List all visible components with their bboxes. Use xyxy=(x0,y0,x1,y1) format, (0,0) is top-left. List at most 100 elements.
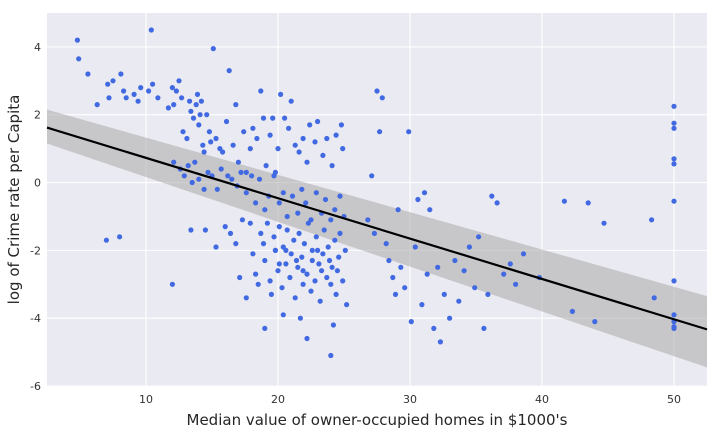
data-point xyxy=(291,237,297,243)
regression-line xyxy=(46,126,708,331)
data-point xyxy=(267,278,273,284)
data-point xyxy=(187,98,193,104)
data-point xyxy=(325,244,331,250)
data-point xyxy=(292,142,298,148)
data-point xyxy=(283,247,289,253)
data-point xyxy=(135,98,141,104)
data-point xyxy=(299,254,305,260)
data-point xyxy=(288,251,294,257)
data-point xyxy=(184,135,190,142)
x-tick-labels: 10 20 30 40 50 xyxy=(139,393,681,406)
data-point xyxy=(297,315,303,321)
data-point xyxy=(296,149,302,155)
data-point xyxy=(185,163,191,169)
data-point xyxy=(173,88,179,94)
data-point xyxy=(105,81,111,87)
data-point xyxy=(334,268,340,274)
data-point xyxy=(317,298,323,304)
data-point xyxy=(76,56,82,62)
data-point xyxy=(238,169,244,175)
data-point xyxy=(214,186,220,192)
y-axis-label: log of Crime rate per Capita xyxy=(5,95,23,305)
y-tick-label: 2 xyxy=(34,109,41,122)
data-point xyxy=(279,285,285,291)
data-point xyxy=(276,224,282,230)
data-point xyxy=(223,118,230,125)
data-point xyxy=(329,264,335,270)
data-point xyxy=(262,325,268,331)
data-point xyxy=(253,200,259,206)
x-axis-label: Median value of owner-occupied homes in … xyxy=(187,411,568,429)
data-point xyxy=(260,115,267,121)
data-point xyxy=(271,173,277,179)
y-tick-label: -4 xyxy=(30,312,41,325)
data-point xyxy=(324,274,330,281)
data-point xyxy=(333,132,339,138)
data-point xyxy=(213,244,219,250)
data-point xyxy=(379,95,385,101)
data-point xyxy=(192,159,198,165)
data-point xyxy=(307,122,313,128)
x-tick-label: 40 xyxy=(535,393,549,406)
data-point xyxy=(194,91,201,97)
data-point xyxy=(321,227,327,233)
data-point xyxy=(304,159,310,165)
data-point xyxy=(282,115,288,121)
data-point xyxy=(250,251,256,257)
data-point xyxy=(262,257,268,264)
data-point xyxy=(431,325,437,331)
data-point xyxy=(179,95,185,101)
data-point xyxy=(561,198,568,204)
data-point xyxy=(181,173,187,179)
data-point xyxy=(201,149,207,155)
data-point xyxy=(671,324,677,330)
data-point xyxy=(275,268,281,274)
data-point xyxy=(671,156,677,162)
data-point xyxy=(146,88,152,94)
data-point xyxy=(197,112,203,118)
y-tick-label: -2 xyxy=(30,244,41,257)
data-point xyxy=(671,125,677,131)
data-point xyxy=(106,95,112,101)
data-point xyxy=(601,220,607,226)
data-point xyxy=(415,196,421,203)
data-point xyxy=(424,271,430,277)
data-point xyxy=(332,207,338,213)
data-point xyxy=(300,268,306,274)
data-point xyxy=(213,135,219,142)
data-point xyxy=(441,291,447,297)
data-point xyxy=(456,298,462,304)
data-point xyxy=(342,247,348,253)
data-point xyxy=(272,247,278,253)
data-point xyxy=(210,46,216,52)
data-point xyxy=(74,37,80,43)
data-point xyxy=(651,295,657,301)
data-point xyxy=(118,71,124,77)
data-point xyxy=(406,129,412,135)
data-point xyxy=(313,190,319,196)
data-point xyxy=(243,295,249,301)
data-point xyxy=(316,261,322,267)
data-point xyxy=(472,285,478,291)
data-point xyxy=(315,118,321,125)
data-point xyxy=(340,146,346,152)
data-point xyxy=(671,198,677,204)
data-point xyxy=(315,247,321,253)
data-point xyxy=(330,322,336,328)
y-tick-label: -6 xyxy=(30,380,41,393)
data-point xyxy=(295,264,301,270)
data-point xyxy=(336,254,342,260)
x-tick-label: 50 xyxy=(667,393,681,406)
data-point xyxy=(320,152,326,158)
data-point xyxy=(254,135,260,142)
data-point xyxy=(671,312,677,318)
data-point xyxy=(169,85,175,91)
data-point xyxy=(395,207,401,213)
data-point xyxy=(337,193,343,199)
data-point xyxy=(247,220,253,226)
data-point xyxy=(452,257,458,264)
data-point xyxy=(247,146,253,152)
data-point xyxy=(320,251,326,257)
x-tick-label: 10 xyxy=(139,393,153,406)
data-point xyxy=(189,179,195,186)
